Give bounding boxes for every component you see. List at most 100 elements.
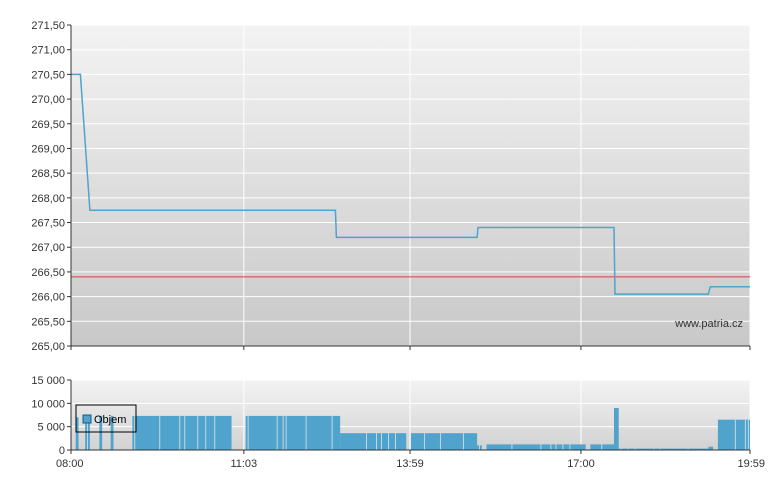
legend-swatch-icon — [82, 414, 92, 424]
legend-entry-objem: Objem — [94, 414, 126, 426]
volume-bar — [618, 448, 709, 450]
volume-bar — [75, 417, 79, 450]
volume-bar-gap — [331, 415, 333, 450]
volume-bar-group — [486, 444, 586, 450]
volume-bar-gap — [601, 444, 603, 450]
volume-bar-gap — [205, 415, 207, 450]
volume-y-tick-label: 15 000 — [31, 375, 65, 387]
volume-bar-gap — [285, 415, 287, 450]
volume-bar-gap — [555, 444, 557, 450]
volume-bar-gap — [197, 415, 199, 450]
x-tick-label: 13:59 — [396, 458, 424, 470]
x-tick-label: 19:59 — [737, 458, 765, 470]
volume-bar-gap — [366, 433, 367, 450]
volume-bar-group — [590, 444, 615, 450]
price-y-tick-label: 270,00 — [31, 94, 65, 106]
volume-bar-gap — [247, 415, 249, 450]
volume-bar-group — [708, 446, 714, 450]
price-y-tick-label: 271,50 — [31, 20, 65, 32]
volume-bar — [110, 415, 114, 450]
volume-y-tick-label: 5 000 — [37, 422, 65, 434]
volume-legend: Objem — [75, 404, 137, 433]
price-y-tick-label: 266,50 — [31, 267, 65, 279]
legend-box — [75, 404, 137, 433]
volume-bar-group — [245, 415, 341, 450]
price-y-tick-label: 267,00 — [31, 242, 65, 254]
x-tick-label: 08:00 — [56, 458, 84, 470]
volume-bar-gap — [620, 448, 622, 450]
volume-bar-group — [618, 448, 709, 450]
price-y-tick-label: 269,00 — [31, 143, 65, 155]
volume-bar-gap — [687, 448, 689, 450]
volume-bar-gap — [540, 444, 542, 450]
price-y-tick-label: 265,50 — [31, 316, 65, 328]
volume-bar-gap — [214, 415, 216, 450]
volume-bar — [245, 415, 341, 450]
volume-bar-gap — [734, 419, 736, 450]
price-axes — [70, 25, 751, 350]
volume-bar-group — [340, 433, 407, 450]
price-y-tick-label: 267,50 — [31, 218, 65, 230]
volume-bar-gap — [627, 448, 629, 450]
volume-bar-group — [477, 445, 482, 450]
volume-bar-group — [614, 408, 619, 450]
volume-bar-gap — [550, 444, 552, 450]
volume-bar-group — [85, 415, 90, 450]
volume-y-tick-label: 0 — [59, 445, 65, 457]
volume-bar — [99, 415, 103, 450]
volume-bar-gap — [653, 448, 655, 450]
volume-y-tick-label: 10 000 — [31, 398, 65, 410]
volume-bar-gap — [747, 419, 749, 450]
volume-bar-gap — [305, 415, 307, 450]
price-y-tick-label: 270,50 — [31, 69, 65, 81]
volume-bar-gap — [179, 415, 181, 450]
price-y-tick-label: 265,00 — [31, 341, 65, 353]
volume-bar-gap — [479, 445, 480, 450]
volume-bar — [590, 444, 615, 450]
price-y-ticks: 271,50 271,00 270,50 270,00 269,50 269,00 268,… — [31, 20, 71, 353]
volume-bar-gap — [462, 433, 464, 450]
volume-bar-gap — [184, 415, 186, 450]
price-series — [71, 73, 750, 295]
volume-bar-gap — [659, 448, 661, 450]
volume-bar-gap — [439, 433, 441, 450]
volume-bar-group — [410, 433, 478, 450]
volume-bar-group — [717, 419, 750, 450]
price-series-line — [71, 73, 750, 295]
price-y-tick-label: 271,00 — [31, 45, 65, 57]
volume-bar-gap — [423, 433, 425, 450]
watermark: www.patria.cz — [674, 318, 743, 330]
volume-bar-gap — [134, 415, 136, 450]
volume-bar-group — [99, 415, 103, 450]
volume-bar-gap — [562, 444, 564, 450]
volume-bar-gap — [381, 433, 382, 450]
volume-chart: 15 000 10 000 5 000 0 08:00 11:03 13:59 17:00 1… — [31, 375, 765, 470]
price-chart: 271,50 271,00 270,50 270,00 269,50 269,00 268,… — [31, 20, 751, 353]
x-tick-label: 17:00 — [567, 458, 595, 470]
volume-bar — [132, 415, 232, 450]
volume-bar-gap — [569, 444, 571, 450]
volume-y-ticks: 15 000 10 000 5 000 0 — [31, 375, 71, 457]
price-y-tick-label: 268,00 — [31, 193, 65, 205]
price-y-tick-label: 269,50 — [31, 119, 65, 131]
volume-bar-gap — [395, 433, 396, 450]
volume-bar-gap — [282, 415, 284, 450]
volume-bar-gap — [744, 419, 746, 450]
volume-bar-gap — [388, 433, 389, 450]
volume-bar-group — [132, 415, 232, 450]
price-y-tick-label: 266,00 — [31, 292, 65, 304]
volume-bar-gap — [276, 415, 278, 450]
volume-bar-gap — [87, 415, 88, 450]
volume-bar-gap — [634, 448, 636, 450]
volume-bar — [717, 419, 750, 450]
volume-bar — [708, 446, 714, 450]
volume-bar-gap — [159, 415, 161, 450]
volume-bar — [340, 433, 407, 450]
volume-bar-gap — [376, 433, 377, 450]
x-tick-label: 11:03 — [230, 458, 257, 470]
volume-bar — [410, 433, 478, 450]
x-axis-ticks: 08:00 11:03 13:59 17:00 19:59 — [56, 450, 765, 470]
volume-bar-group — [110, 415, 114, 450]
volume-bar — [614, 408, 619, 450]
